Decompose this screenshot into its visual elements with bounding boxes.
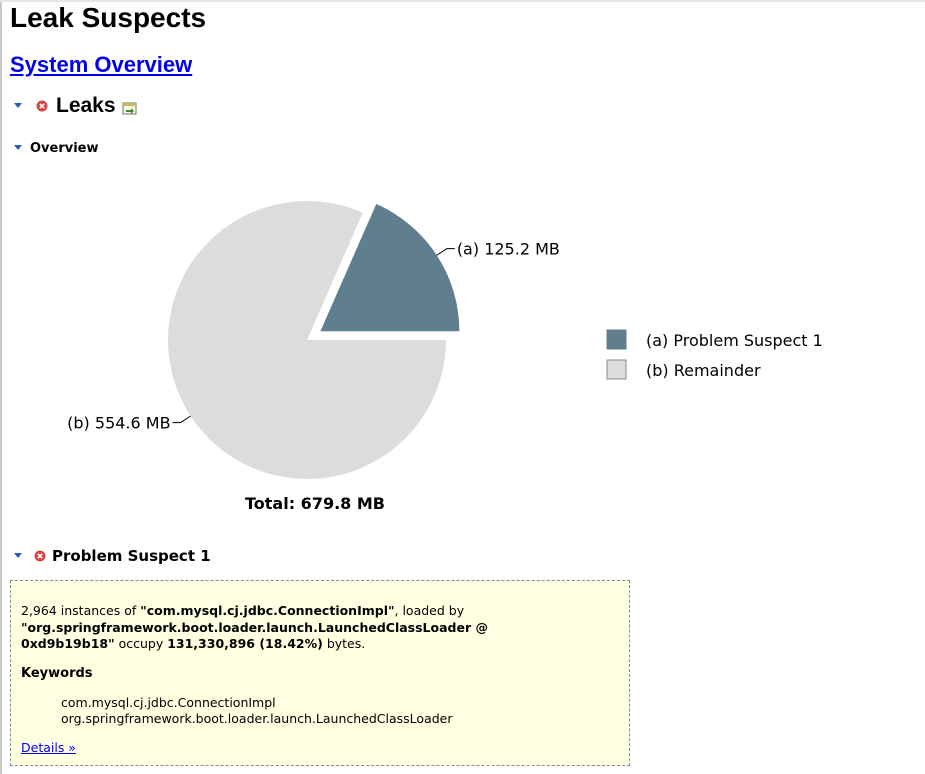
slice-data-label: (a) 125.2 MB: [457, 240, 560, 259]
description-text: occupy: [114, 636, 168, 651]
legend-swatch: [606, 359, 627, 380]
collapse-toggle-icon[interactable]: [12, 142, 24, 154]
pie-slice-a: [320, 203, 460, 332]
error-icon: [34, 550, 46, 562]
open-in-new-icon[interactable]: [122, 100, 138, 116]
window-left-border: [0, 0, 2, 774]
keyword-item: com.mysql.cj.jdbc.ConnectionImpl: [61, 695, 276, 710]
retained-bytes: 131,330,896 (18.42%): [167, 636, 323, 651]
legend-label: (b) Remainder: [646, 361, 761, 380]
collapse-toggle-icon[interactable]: [12, 550, 24, 562]
class-name: "com.mysql.cj.jdbc.ConnectionImpl": [140, 603, 395, 618]
chart-total-label: Total: 679.8 MB: [245, 494, 385, 513]
legend-label: (a) Problem Suspect 1: [646, 331, 823, 350]
slice-leader-line: [436, 248, 455, 256]
suspect-description-box: 2,964 instances of "com.mysql.cj.jdbc.Co…: [10, 580, 630, 766]
keyword-item: org.springframework.boot.loader.launch.L…: [61, 711, 453, 726]
class-loader: "org.springframework.boot.loader.launch.…: [21, 619, 488, 652]
details-link[interactable]: Details »: [21, 740, 76, 755]
suspect-description: 2,964 instances of "com.mysql.cj.jdbc.Co…: [21, 603, 581, 653]
pie-slice-b: [167, 200, 446, 479]
overview-heading: Overview: [30, 140, 99, 156]
error-icon: [36, 100, 48, 112]
window-top-border: [0, 0, 925, 2]
legend-swatch: [606, 329, 627, 350]
description-text: instances of: [56, 603, 141, 618]
instance-count: 2,964: [21, 603, 57, 618]
slice-leader-line: [172, 415, 191, 424]
keywords-heading: Keywords: [21, 666, 93, 681]
slice-data-label: (b) 554.6 MB: [67, 414, 170, 433]
leak-pie-chart: (a) 125.2 MB (b) 554.6 MB Total: 679.8 MB (…: [67, 200, 823, 513]
collapse-toggle-icon[interactable]: [12, 100, 24, 112]
system-overview-link[interactable]: System Overview: [10, 52, 193, 77]
problem-suspect-heading: Problem Suspect 1: [52, 547, 211, 565]
description-text: , loaded by: [394, 603, 465, 618]
page-title: Leak Suspects: [10, 2, 207, 33]
leaks-heading: Leaks: [56, 94, 116, 117]
description-text: bytes.: [322, 636, 366, 651]
